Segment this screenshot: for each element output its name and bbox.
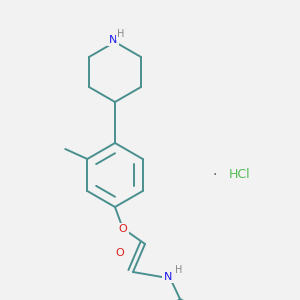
Text: H: H xyxy=(175,265,183,275)
Text: O: O xyxy=(115,248,124,258)
Text: N: N xyxy=(164,272,172,282)
Text: H: H xyxy=(117,29,125,39)
Text: HCl: HCl xyxy=(229,169,251,182)
Text: N: N xyxy=(109,35,117,45)
Text: O: O xyxy=(118,224,127,234)
Text: ·: · xyxy=(213,168,217,182)
